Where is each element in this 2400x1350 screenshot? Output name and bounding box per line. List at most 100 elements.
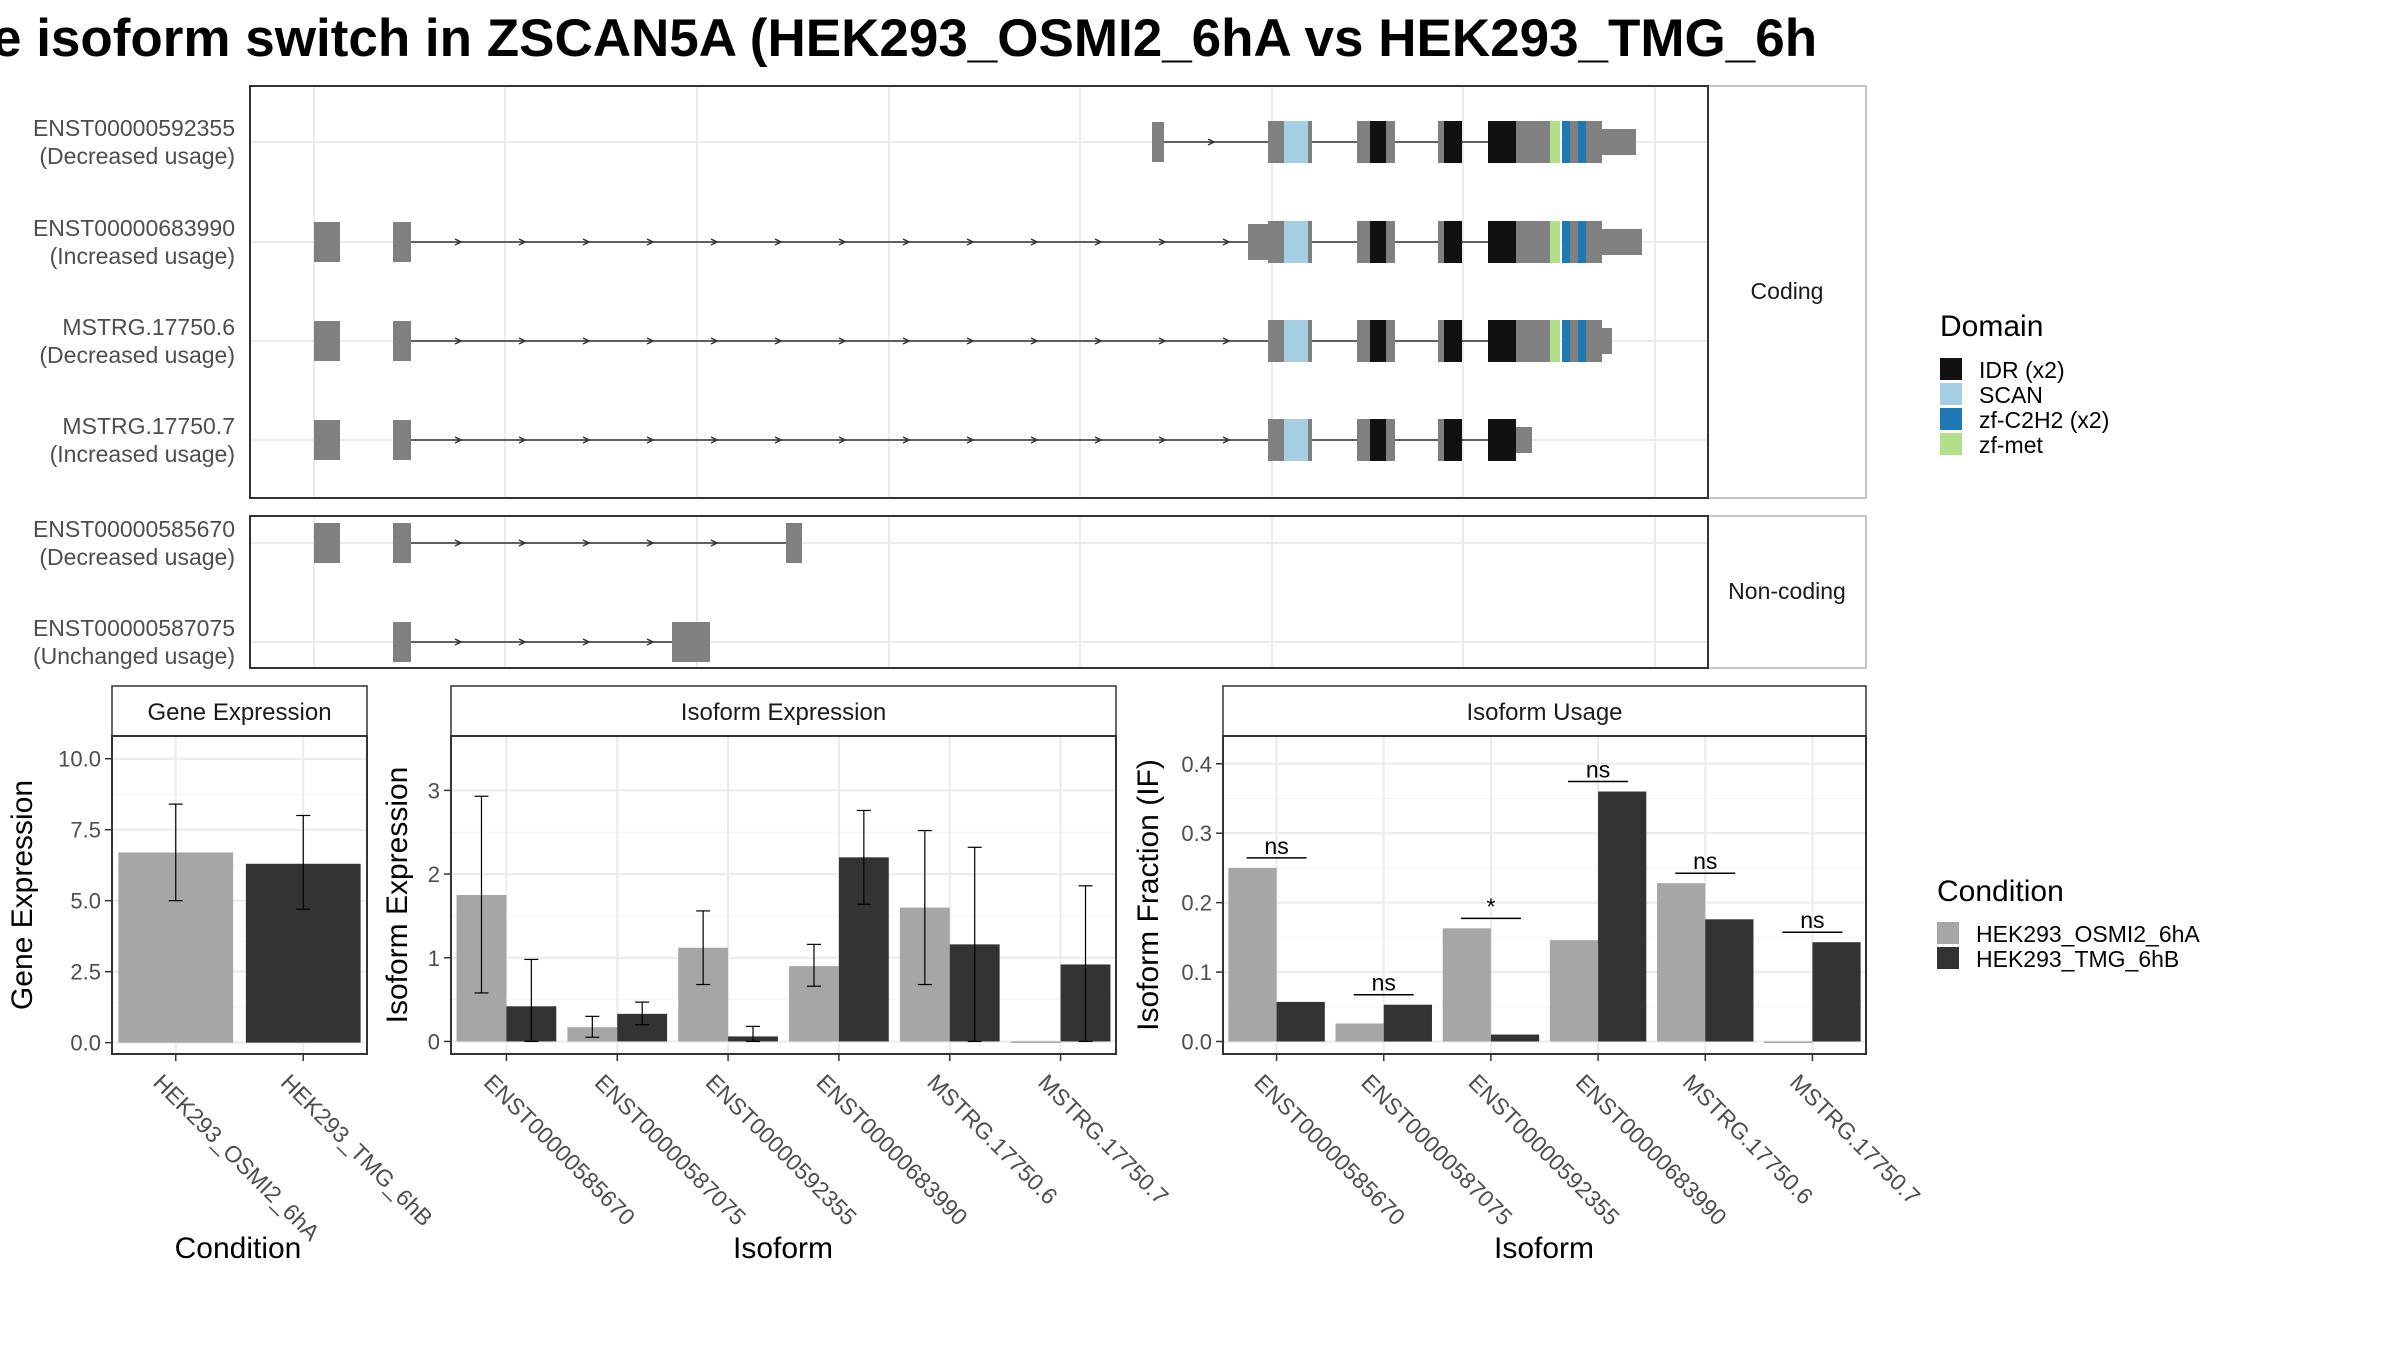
intron-arrow [1158,337,1167,345]
y-axis-title: Gene Expression [6,780,39,1010]
intron-arrow [1094,436,1103,444]
intron-arrow [1158,238,1167,246]
y-tick-label: 2.5 [70,960,101,985]
exon-block [1550,121,1560,163]
isoform-structure-plot: CodingNon-codingENST00000592355(Decrease… [33,85,1867,669]
domain-legend-key [1940,358,1962,380]
bar [1549,940,1599,1042]
intron-arrow [774,337,783,345]
exon-block [1284,320,1308,362]
exon-block [1370,419,1386,461]
chart-title-strip [450,685,1117,737]
intron-arrow [710,337,719,345]
y-tick-label: 0.0 [70,1031,101,1056]
condition-legend-key [1937,922,1959,944]
isoform-usage-label: (Unchanged usage) [33,643,235,669]
intron-arrow [1030,436,1039,444]
isoform-id-label: ENST00000683990 [33,215,235,241]
exon-block [672,622,710,662]
intron-arrow [1222,436,1231,444]
exon-block [1602,328,1612,354]
domain-legend-label: SCAN [1979,382,2043,408]
intron-arrow [710,238,719,246]
intron-arrow [1222,337,1231,345]
intron-arrow [646,238,655,246]
structure-panel-bg [250,516,1708,668]
bar [1705,919,1754,1042]
panel-strip-label: Non-coding [1728,578,1846,604]
exon-block [1586,320,1602,362]
exon-block [1578,221,1586,263]
y-axis-title: Isoform Expression [381,767,414,1024]
condition-legend-label: HEK293_TMG_6hB [1976,946,2179,972]
bar [1276,1001,1325,1042]
intron-arrow [710,436,719,444]
structure-panel-bg [250,86,1708,498]
isoform-expression-chart: Isoform Expression0123ENST00000585670ENS… [381,685,1174,1265]
intron-arrow [774,436,783,444]
exon-block [1488,320,1516,362]
y-tick-label: 0.0 [1181,1030,1212,1055]
bar [1228,867,1277,1042]
intron-arrow [1094,238,1103,246]
y-tick-label: 7.5 [70,818,101,843]
domain-legend-key [1940,408,1962,430]
bar [1764,1041,1813,1044]
exon-block [1284,121,1308,163]
domain-legend-label: zf-C2H2 (x2) [1979,407,2109,433]
exon-block [314,321,340,361]
exon-block [1284,221,1308,263]
y-tick-label: 0.4 [1181,752,1212,777]
domain-legend-key [1940,383,1962,405]
intron-arrow [902,436,911,444]
exon-block [1516,427,1532,453]
exon-block [1550,221,1560,263]
significance-label: ns [1264,833,1288,859]
intron-arrow [646,436,655,444]
exon-block [1516,121,1550,163]
bar [1442,928,1491,1042]
chart-title-strip [1222,685,1867,737]
chart-panel-border [450,735,1117,1055]
y-tick-label: 0.2 [1181,891,1212,916]
exon-block [1488,121,1516,163]
intron-arrow [646,539,655,547]
intron-arrow [646,638,655,646]
intron-arrow [1030,238,1039,246]
domain-legend-label: IDR (x2) [1979,357,2065,383]
intron-arrow [582,238,591,246]
intron-arrow [454,638,463,646]
intron-arrow [1030,337,1039,345]
exon-block [1578,320,1586,362]
chart-title: Isoform Usage [1466,699,1622,726]
isoform-usage-label: (Decreased usage) [39,143,235,169]
x-axis-title: Condition [175,1232,302,1265]
isoform-usage-label: (Decreased usage) [39,342,235,368]
intron-arrow [902,238,911,246]
exon-block [1570,320,1578,362]
chart-panel-border [111,735,368,1055]
exon-block [393,222,411,262]
intron-arrow [518,539,527,547]
isoform-usage-label: (Decreased usage) [39,544,235,570]
exon-block [393,523,411,563]
intron-arrow [518,638,527,646]
intron-arrow [966,238,975,246]
intron-arrow [454,539,463,547]
intron-arrow [518,238,527,246]
domain-legend-label: zf-met [1979,432,2044,458]
exon-block [1284,419,1308,461]
panel-border [249,515,1709,669]
y-tick-label: 0.3 [1181,821,1212,846]
condition-legend-title: Condition [1937,875,2064,908]
isoform-usage-chart: Isoform Usage0.00.10.20.30.4nsns*nsnsnsE… [1132,685,1925,1265]
intron-arrow [838,436,847,444]
exon-block [1586,121,1602,163]
bar [1598,791,1647,1042]
bar [1657,883,1706,1042]
intron-arrow [1094,337,1103,345]
exon-block [314,420,340,460]
isoform-id-label: ENST00000585670 [33,516,235,542]
exon-block [1516,221,1550,263]
